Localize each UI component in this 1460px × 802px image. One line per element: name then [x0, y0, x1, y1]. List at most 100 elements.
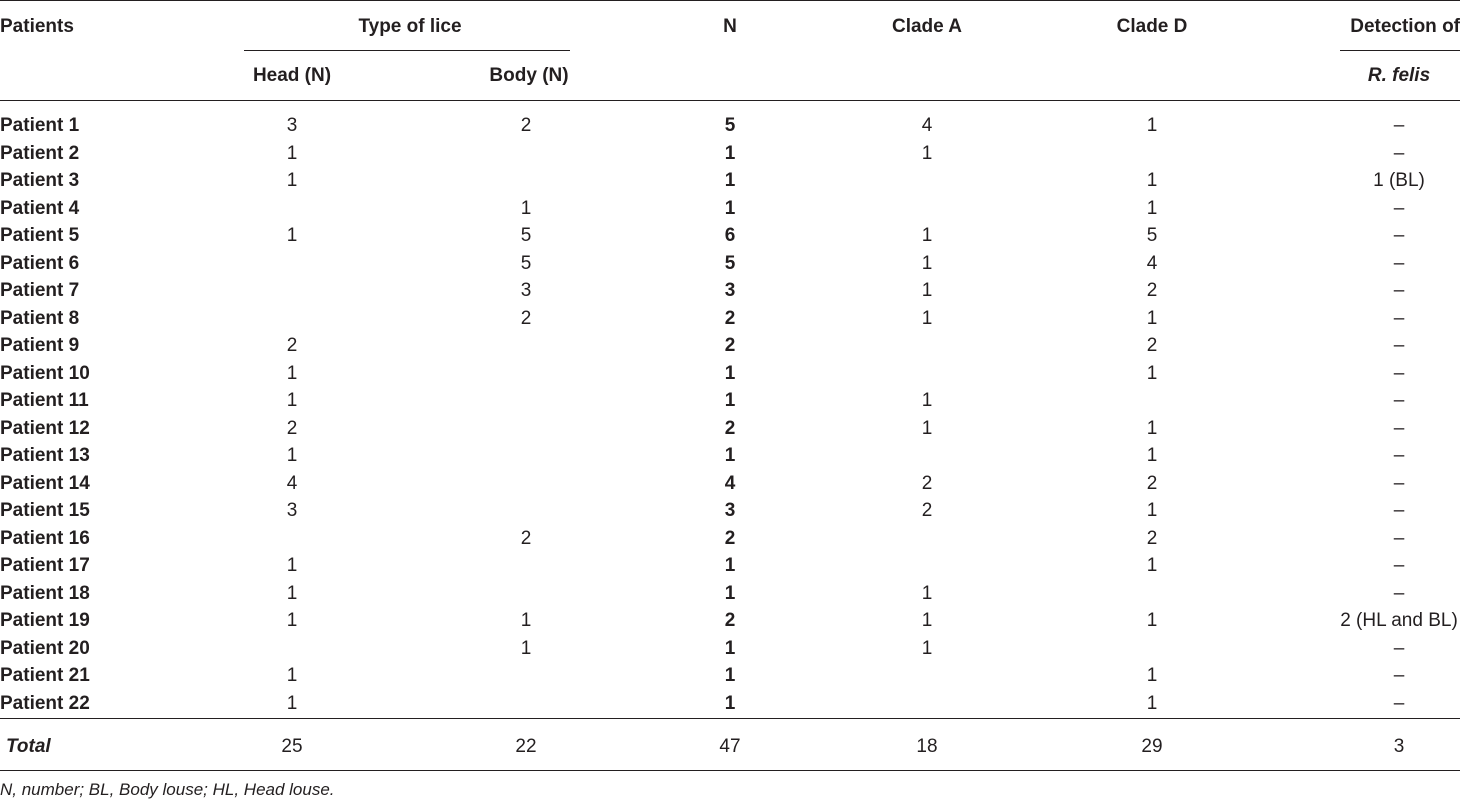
patient-cell: Patient 11 [0, 390, 89, 411]
clade-d-cell: 1 [1146, 307, 1158, 329]
detection-cell: – [1393, 115, 1405, 136]
n-cell: 3 [724, 500, 736, 521]
clade-d-cell: 1 [1146, 197, 1158, 219]
body-cell: 2 [520, 115, 532, 136]
patient-cell: Patient 17 [0, 555, 90, 576]
detection-cell: – [1393, 362, 1405, 384]
header-bottom-rule [0, 100, 1460, 101]
detection-cell: – [1393, 390, 1405, 411]
clade-a-cell: 1 [921, 307, 933, 329]
n-cell: 1 [724, 555, 736, 576]
detection-cell: – [1393, 665, 1405, 686]
patient-cell: Patient 9 [0, 335, 80, 356]
body-cell: 5 [520, 252, 532, 274]
table-footnote: N, number; BL, Body louse; HL, Head lous… [0, 780, 335, 799]
patient-cell: Patient 16 [0, 527, 90, 549]
clade-a-cell: 1 [921, 280, 933, 301]
clade-a-cell: 1 [921, 610, 933, 631]
total-detection: 3 [1393, 736, 1405, 757]
header-detection: Detection of [1350, 16, 1460, 37]
patient-cell: Patient 1 [0, 115, 80, 136]
patient-cell: Patient 18 [0, 582, 90, 604]
patient-cell: Patient 14 [0, 472, 90, 494]
body-cell: 1 [520, 637, 532, 659]
header-head: Head (N) [252, 65, 332, 86]
head-cell: 4 [286, 472, 298, 494]
clade-a-cell: 4 [921, 115, 933, 136]
n-cell: 5 [724, 252, 736, 274]
n-cell: 2 [724, 335, 736, 356]
detection-cell: – [1393, 417, 1405, 439]
detection-cell: – [1393, 527, 1405, 549]
clade-a-cell: 1 [921, 417, 933, 439]
detection-underline [1340, 50, 1460, 51]
clade-d-cell: 2 [1146, 280, 1158, 301]
head-cell: 1 [286, 610, 298, 631]
head-cell: 1 [286, 362, 298, 384]
n-cell: 1 [724, 692, 736, 714]
n-cell: 2 [724, 527, 736, 549]
clade-a-cell: 1 [921, 582, 933, 604]
clade-a-cell: 2 [921, 472, 933, 494]
detection-cell: 2 (HL and BL) [1340, 610, 1458, 631]
clade-d-cell: 2 [1146, 527, 1158, 549]
header-patients: Patients [0, 16, 74, 37]
n-cell: 1 [724, 445, 736, 466]
body-cell: 1 [520, 610, 532, 631]
total-clade-d: 29 [1141, 736, 1163, 757]
detection-cell: – [1393, 445, 1405, 466]
clade-d-cell: 1 [1146, 170, 1158, 191]
detection-cell: – [1393, 472, 1405, 494]
header-n: N [723, 16, 737, 37]
detection-cell: – [1393, 500, 1405, 521]
body-cell: 2 [520, 307, 532, 329]
n-cell: 1 [724, 582, 736, 604]
clade-d-cell: 2 [1146, 335, 1158, 356]
n-cell: 1 [724, 142, 736, 164]
clade-a-cell: 1 [921, 142, 933, 164]
header-type-of-lice: Type of lice [358, 16, 462, 37]
header-clade-d: Clade D [1116, 16, 1188, 37]
n-cell: 1 [724, 390, 736, 411]
header-body: Body (N) [489, 65, 569, 86]
patient-cell: Patient 19 [0, 610, 90, 631]
detection-cell: – [1393, 142, 1405, 164]
body-cell: 1 [520, 197, 532, 219]
clade-d-cell: 4 [1146, 252, 1158, 274]
top-rule [0, 0, 1460, 1]
patient-cell: Patient 7 [0, 280, 80, 301]
clade-a-cell: 1 [921, 637, 933, 659]
n-cell: 3 [724, 280, 736, 301]
head-cell: 1 [286, 665, 298, 686]
body-cell: 2 [520, 527, 532, 549]
total-top-rule [0, 718, 1460, 719]
detection-cell: – [1393, 252, 1405, 274]
patient-cell: Patient 4 [0, 197, 80, 219]
clade-d-cell: 1 [1146, 500, 1158, 521]
n-cell: 5 [724, 115, 736, 136]
n-cell: 2 [724, 307, 736, 329]
type-of-lice-underline [244, 50, 570, 51]
table-bottom-rule [0, 770, 1460, 771]
clade-a-cell: 1 [921, 225, 933, 246]
clade-d-cell: 1 [1146, 692, 1158, 714]
head-cell: 3 [286, 115, 298, 136]
patient-cell: Patient 10 [0, 362, 90, 384]
clade-d-cell: 1 [1146, 362, 1158, 384]
clade-d-cell: 1 [1146, 445, 1158, 466]
patient-cell: Patient 5 [0, 225, 80, 246]
head-cell: 1 [286, 582, 298, 604]
n-cell: 1 [724, 170, 736, 191]
n-cell: 1 [724, 197, 736, 219]
patient-cell: Patient 15 [0, 500, 90, 521]
detection-cell: – [1393, 692, 1405, 714]
patient-cell: Patient 8 [0, 307, 80, 329]
body-cell: 5 [520, 225, 532, 246]
n-cell: 4 [724, 472, 736, 494]
n-cell: 2 [724, 417, 736, 439]
clade-a-cell: 1 [921, 252, 933, 274]
clade-d-cell: 1 [1146, 610, 1158, 631]
total-label: Total [6, 736, 51, 757]
head-cell: 1 [286, 225, 298, 246]
detection-cell: – [1393, 555, 1405, 576]
